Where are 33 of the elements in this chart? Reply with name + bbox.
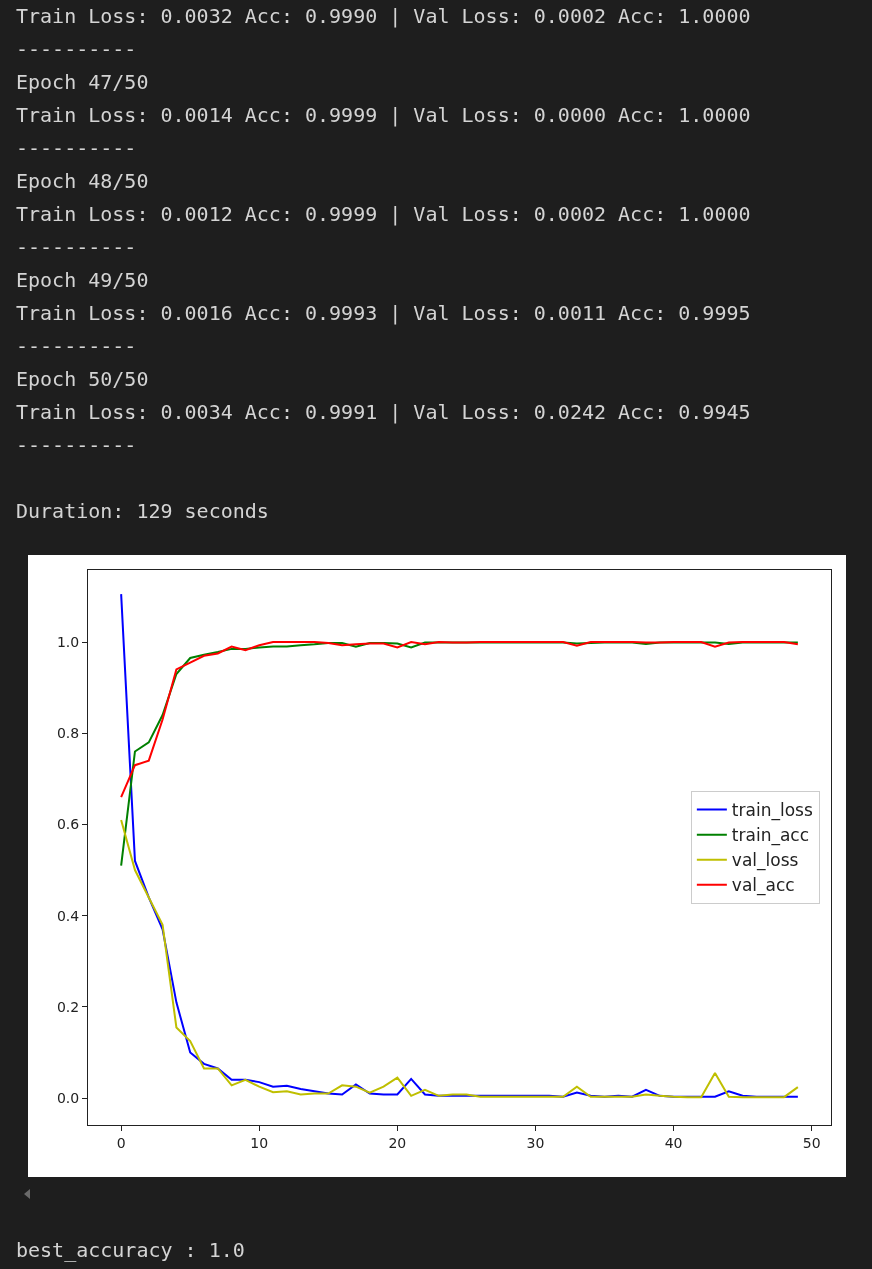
- text: Epoch 47/50: [15, 69, 150, 96]
- text: Train Loss: 0.0016 Acc: 0.9993 | Val Loss: 0.0011 Acc: 0.9995: [15, 300, 752, 327]
- text: Train Loss: 0.0032 Acc: 0.9990 | Val Loss: 0.0002 Acc: 1.0000: [15, 3, 752, 30]
- text: Duration: 129 seconds: [15, 498, 270, 525]
- text: Epoch 48/50: [15, 168, 150, 195]
- y-tick-label: 0.8: [56, 725, 80, 742]
- text: Train Loss: 0.0014 Acc: 0.9999 | Val Loss: 0.0000 Acc: 1.0000: [15, 102, 752, 129]
- legend-label: val_acc: [731, 875, 795, 897]
- text: Epoch 49/50: [15, 267, 150, 294]
- x-tick-label: 0: [116, 1134, 126, 1151]
- line-series: [120, 641, 799, 799]
- x-tick-label: 30: [526, 1134, 545, 1151]
- x-tick-label: 10: [250, 1134, 269, 1151]
- x-tick-label: 40: [664, 1134, 683, 1151]
- legend-label: train_loss: [731, 800, 813, 822]
- y-tick-label: 0.2: [56, 998, 80, 1015]
- text: ----------: [15, 135, 138, 162]
- text: Train Loss: 0.0012 Acc: 0.9999 | Val Loss: 0.0002 Acc: 1.0000: [15, 201, 752, 228]
- text: Epoch 50/50: [15, 366, 150, 393]
- text: best_accuracy : 1.0: [15, 1237, 245, 1264]
- x-tick-label: 50: [802, 1134, 821, 1151]
- y-tick-label: 0.4: [56, 907, 80, 924]
- text: ----------: [15, 36, 138, 63]
- x-tick-label: 20: [388, 1134, 407, 1151]
- y-tick-label: 0.0: [56, 1089, 80, 1106]
- legend-label: val_loss: [731, 850, 799, 872]
- legend-label: train_acc: [731, 825, 810, 847]
- text: ----------: [15, 333, 138, 360]
- y-tick-label: 1.0: [56, 633, 80, 650]
- y-tick-label: 0.6: [56, 816, 80, 833]
- text: Train Loss: 0.0034 Acc: 0.9991 | Val Loss: 0.0242 Acc: 0.9945: [15, 399, 752, 426]
- text: ----------: [15, 234, 138, 261]
- text: ----------: [15, 432, 138, 459]
